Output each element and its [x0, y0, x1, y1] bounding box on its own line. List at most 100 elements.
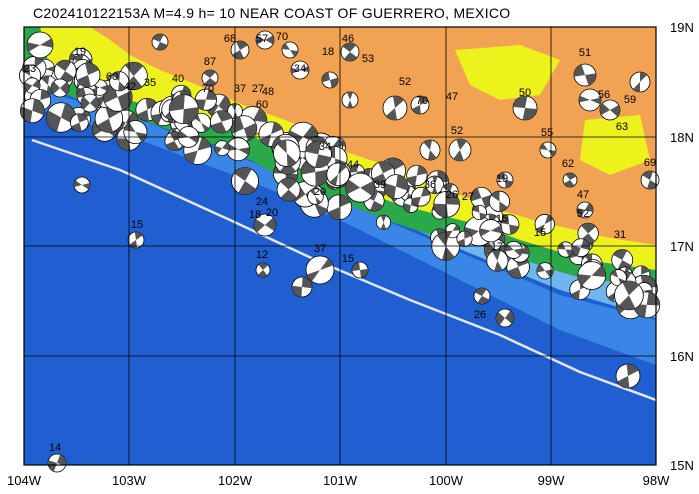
depth-label: 15 [496, 213, 508, 225]
focal-mechanism [488, 190, 510, 212]
focal-mechanism [70, 113, 89, 132]
depth-label: 68 [224, 33, 236, 45]
depth-label: 36 [424, 179, 436, 191]
depth-label: 20 [266, 207, 278, 219]
depth-label: 34 [294, 63, 306, 75]
trench-line [31, 138, 657, 402]
lat-label: 16N [670, 349, 694, 364]
focal-mechanism [26, 31, 54, 59]
focal-mechanism [471, 204, 488, 221]
lat-label: 18N [670, 130, 694, 145]
focal-mechanism [305, 255, 335, 285]
focal-mechanism [539, 141, 557, 159]
depth-label: 15 [342, 253, 354, 265]
focal-mechanism [383, 174, 409, 200]
upland-patch [455, 45, 560, 100]
depth-label: 69 [644, 157, 656, 169]
focal-mechanism [127, 231, 145, 249]
depth-label: 52 [399, 76, 411, 88]
depth-label: 60 [106, 71, 118, 83]
focal-mechanism [273, 139, 301, 167]
focal-mechanism [19, 98, 45, 124]
depth-label: 59 [624, 94, 636, 106]
focal-mechanism [498, 214, 520, 235]
focal-mechanism [230, 40, 250, 60]
depth-label: 47 [577, 189, 589, 201]
focal-mechanism [253, 213, 277, 237]
focal-mechanism [433, 190, 460, 218]
depth-label: 52 [451, 125, 463, 137]
focal-mechanism [599, 99, 621, 121]
focal-mechanism [512, 95, 538, 121]
depth-label: 70 [202, 83, 214, 95]
focal-mechanism [573, 63, 597, 87]
lon-label: 101W [323, 473, 358, 488]
focal-mechanism [45, 102, 77, 133]
focal-mechanism [504, 240, 523, 259]
focal-mechanism [640, 170, 660, 190]
depth-label: 37 [314, 243, 326, 255]
depth-label: 19 [74, 46, 86, 58]
focal-mechanism [168, 94, 199, 125]
ocean-mid-band [24, 85, 656, 365]
depth-label: 48 [262, 86, 274, 98]
focal-mechanism [255, 262, 271, 278]
depth-label: 19 [496, 173, 508, 185]
focal-mechanism [496, 171, 514, 189]
focal-mechanism [209, 110, 234, 134]
focal-mechanism [226, 137, 251, 162]
lon-label: 103W [112, 473, 147, 488]
focal-mechanism [578, 88, 602, 112]
depth-label: 26 [474, 309, 486, 321]
depth-label: 50 [519, 87, 531, 99]
focal-mechanism [47, 453, 67, 473]
depth-label: 26 [446, 189, 458, 201]
lon-label: 98W [643, 473, 670, 488]
depth-label: 27 [252, 83, 264, 95]
focal-mechanism [214, 140, 230, 156]
depth-label: 15 [534, 227, 546, 239]
focal-mechanism [495, 308, 515, 328]
focal-mechanism [53, 59, 77, 83]
focal-mechanism [419, 139, 441, 161]
depth-label: 37 [234, 83, 246, 95]
focal-mechanism [406, 164, 428, 187]
lon-label: 102W [218, 473, 253, 488]
depth-label: 51 [579, 47, 591, 59]
focal-mechanism [609, 269, 627, 287]
depth-label: 44 [347, 159, 359, 171]
focal-mechanism [73, 176, 91, 194]
lat-label: 17N [670, 239, 694, 254]
focal-mechanism [102, 82, 133, 112]
focal-mechanism [479, 219, 503, 243]
focal-mechanism [194, 88, 217, 111]
focal-mechanism [255, 30, 275, 50]
depth-label: 55 [541, 127, 553, 139]
focal-mechanism [123, 120, 148, 145]
depth-label: 12 [256, 249, 268, 261]
depth-label: 56 [598, 89, 610, 101]
depth-label: 57 [256, 33, 268, 45]
lon-label: 104W [7, 473, 42, 488]
focal-mechanism [201, 69, 219, 87]
depth-label: 39 [374, 179, 386, 191]
depth-label: 35 [144, 77, 156, 89]
focal-mechanism [571, 238, 591, 258]
focal-mechanism [326, 162, 350, 187]
depth-label: 47 [446, 91, 458, 103]
focal-mechanism [291, 276, 313, 298]
depth-label: 31 [614, 229, 626, 241]
depth-label: 18 [249, 209, 261, 221]
depth-label: 40 [172, 73, 184, 85]
focal-mechanism [557, 241, 574, 258]
focal-mechanism [411, 186, 431, 207]
lat-label: 19N [670, 20, 694, 35]
focal-mechanism [321, 71, 339, 89]
focal-mechanism [577, 261, 607, 290]
focal-mechanism [75, 62, 101, 88]
focal-mechanism [191, 112, 212, 133]
focal-mechanism [231, 167, 259, 195]
depth-label: 53 [362, 53, 374, 65]
depth-label: 17 [491, 241, 503, 253]
